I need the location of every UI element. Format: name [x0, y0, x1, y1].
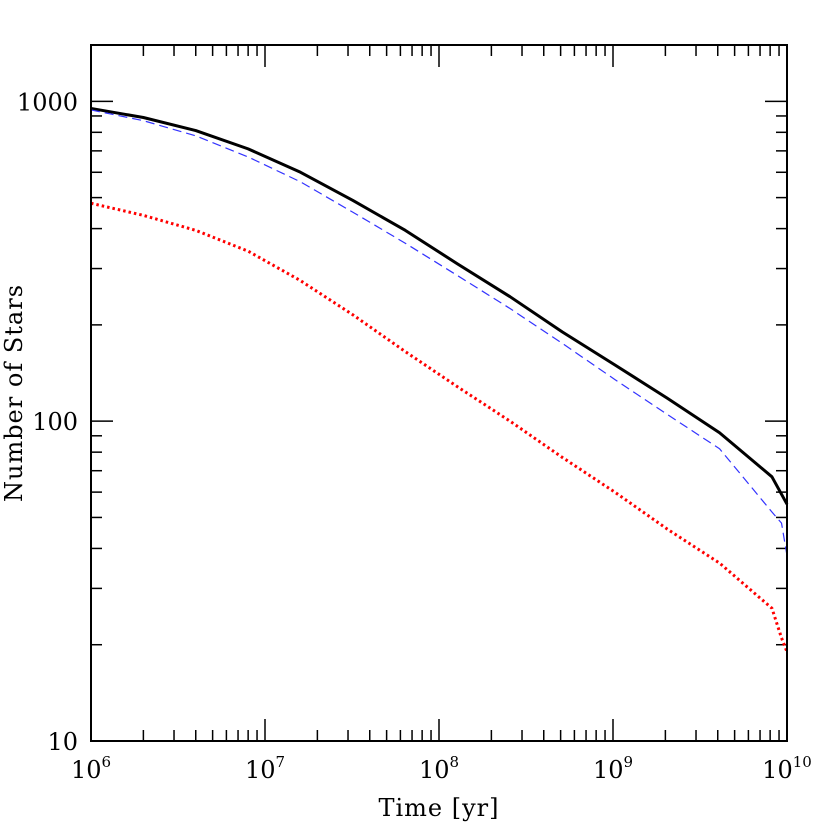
series-group	[90, 106, 789, 653]
x-tick-label: 1010	[762, 753, 812, 784]
y-tick-label: 10	[47, 728, 78, 756]
x-axis-title: Time [yr]	[378, 794, 499, 822]
x-tick-label: 108	[419, 753, 459, 784]
series-line-dotted	[90, 201, 789, 653]
series-line-dashed	[90, 109, 788, 556]
x-tick-label: 109	[593, 753, 633, 784]
x-tick-label: 106	[71, 753, 111, 784]
series-line-solid	[90, 106, 789, 505]
x-tick-label: 107	[245, 753, 285, 784]
plot-frame	[90, 44, 788, 742]
y-axis-title: Number of Stars	[0, 284, 28, 502]
y-tick-label: 100	[32, 408, 78, 436]
y-tick-label: 1000	[17, 88, 78, 116]
